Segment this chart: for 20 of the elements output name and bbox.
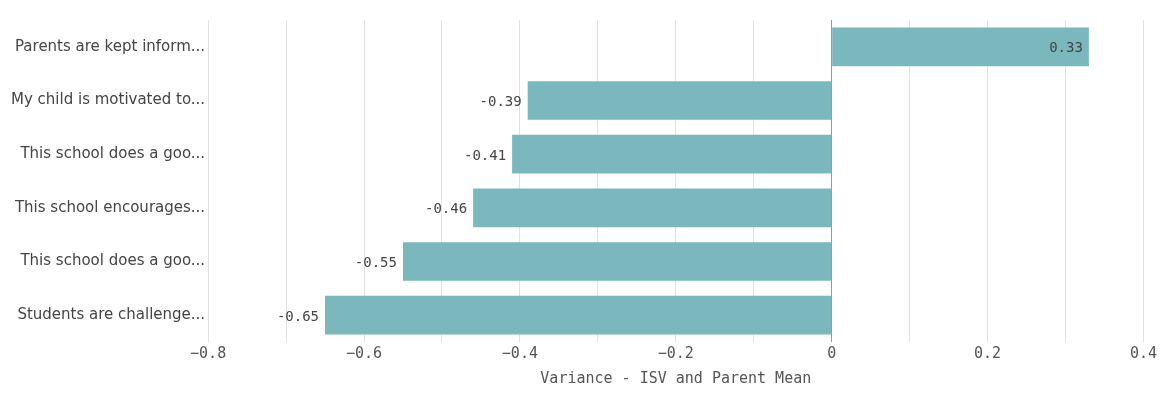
x-tick-label: −0.6 xyxy=(345,343,383,362)
data-label: -0.46 xyxy=(424,200,468,217)
y-tick-label: This school does a goo... xyxy=(19,144,206,163)
data-label: -0.65 xyxy=(276,307,320,324)
data-label: -0.39 xyxy=(479,93,522,110)
y-tick-label: This school does a goo... xyxy=(19,251,206,270)
x-tick-label: −0.8 xyxy=(190,343,227,362)
data-label: -0.41 xyxy=(463,146,507,163)
x-tick-label: 0.4 xyxy=(1129,343,1157,362)
x-tick-label: 0.2 xyxy=(974,343,1002,362)
x-tick-label: −0.4 xyxy=(501,343,538,362)
data-label: 0.33 xyxy=(1049,39,1083,56)
y-tick-label: Parents are kept inform... xyxy=(14,36,206,55)
y-tick-label: This school encourages... xyxy=(13,197,206,216)
y-tick-label: My child is motivated to... xyxy=(11,90,206,109)
x-tick-label: −0.2 xyxy=(657,343,694,362)
y-tick-label: Students are challenge... xyxy=(17,305,206,324)
data-label: -0.55 xyxy=(354,254,397,271)
x-tick-label: 0 xyxy=(827,343,837,362)
x-axis-title: Variance - ISV and Parent Mean xyxy=(540,368,812,387)
